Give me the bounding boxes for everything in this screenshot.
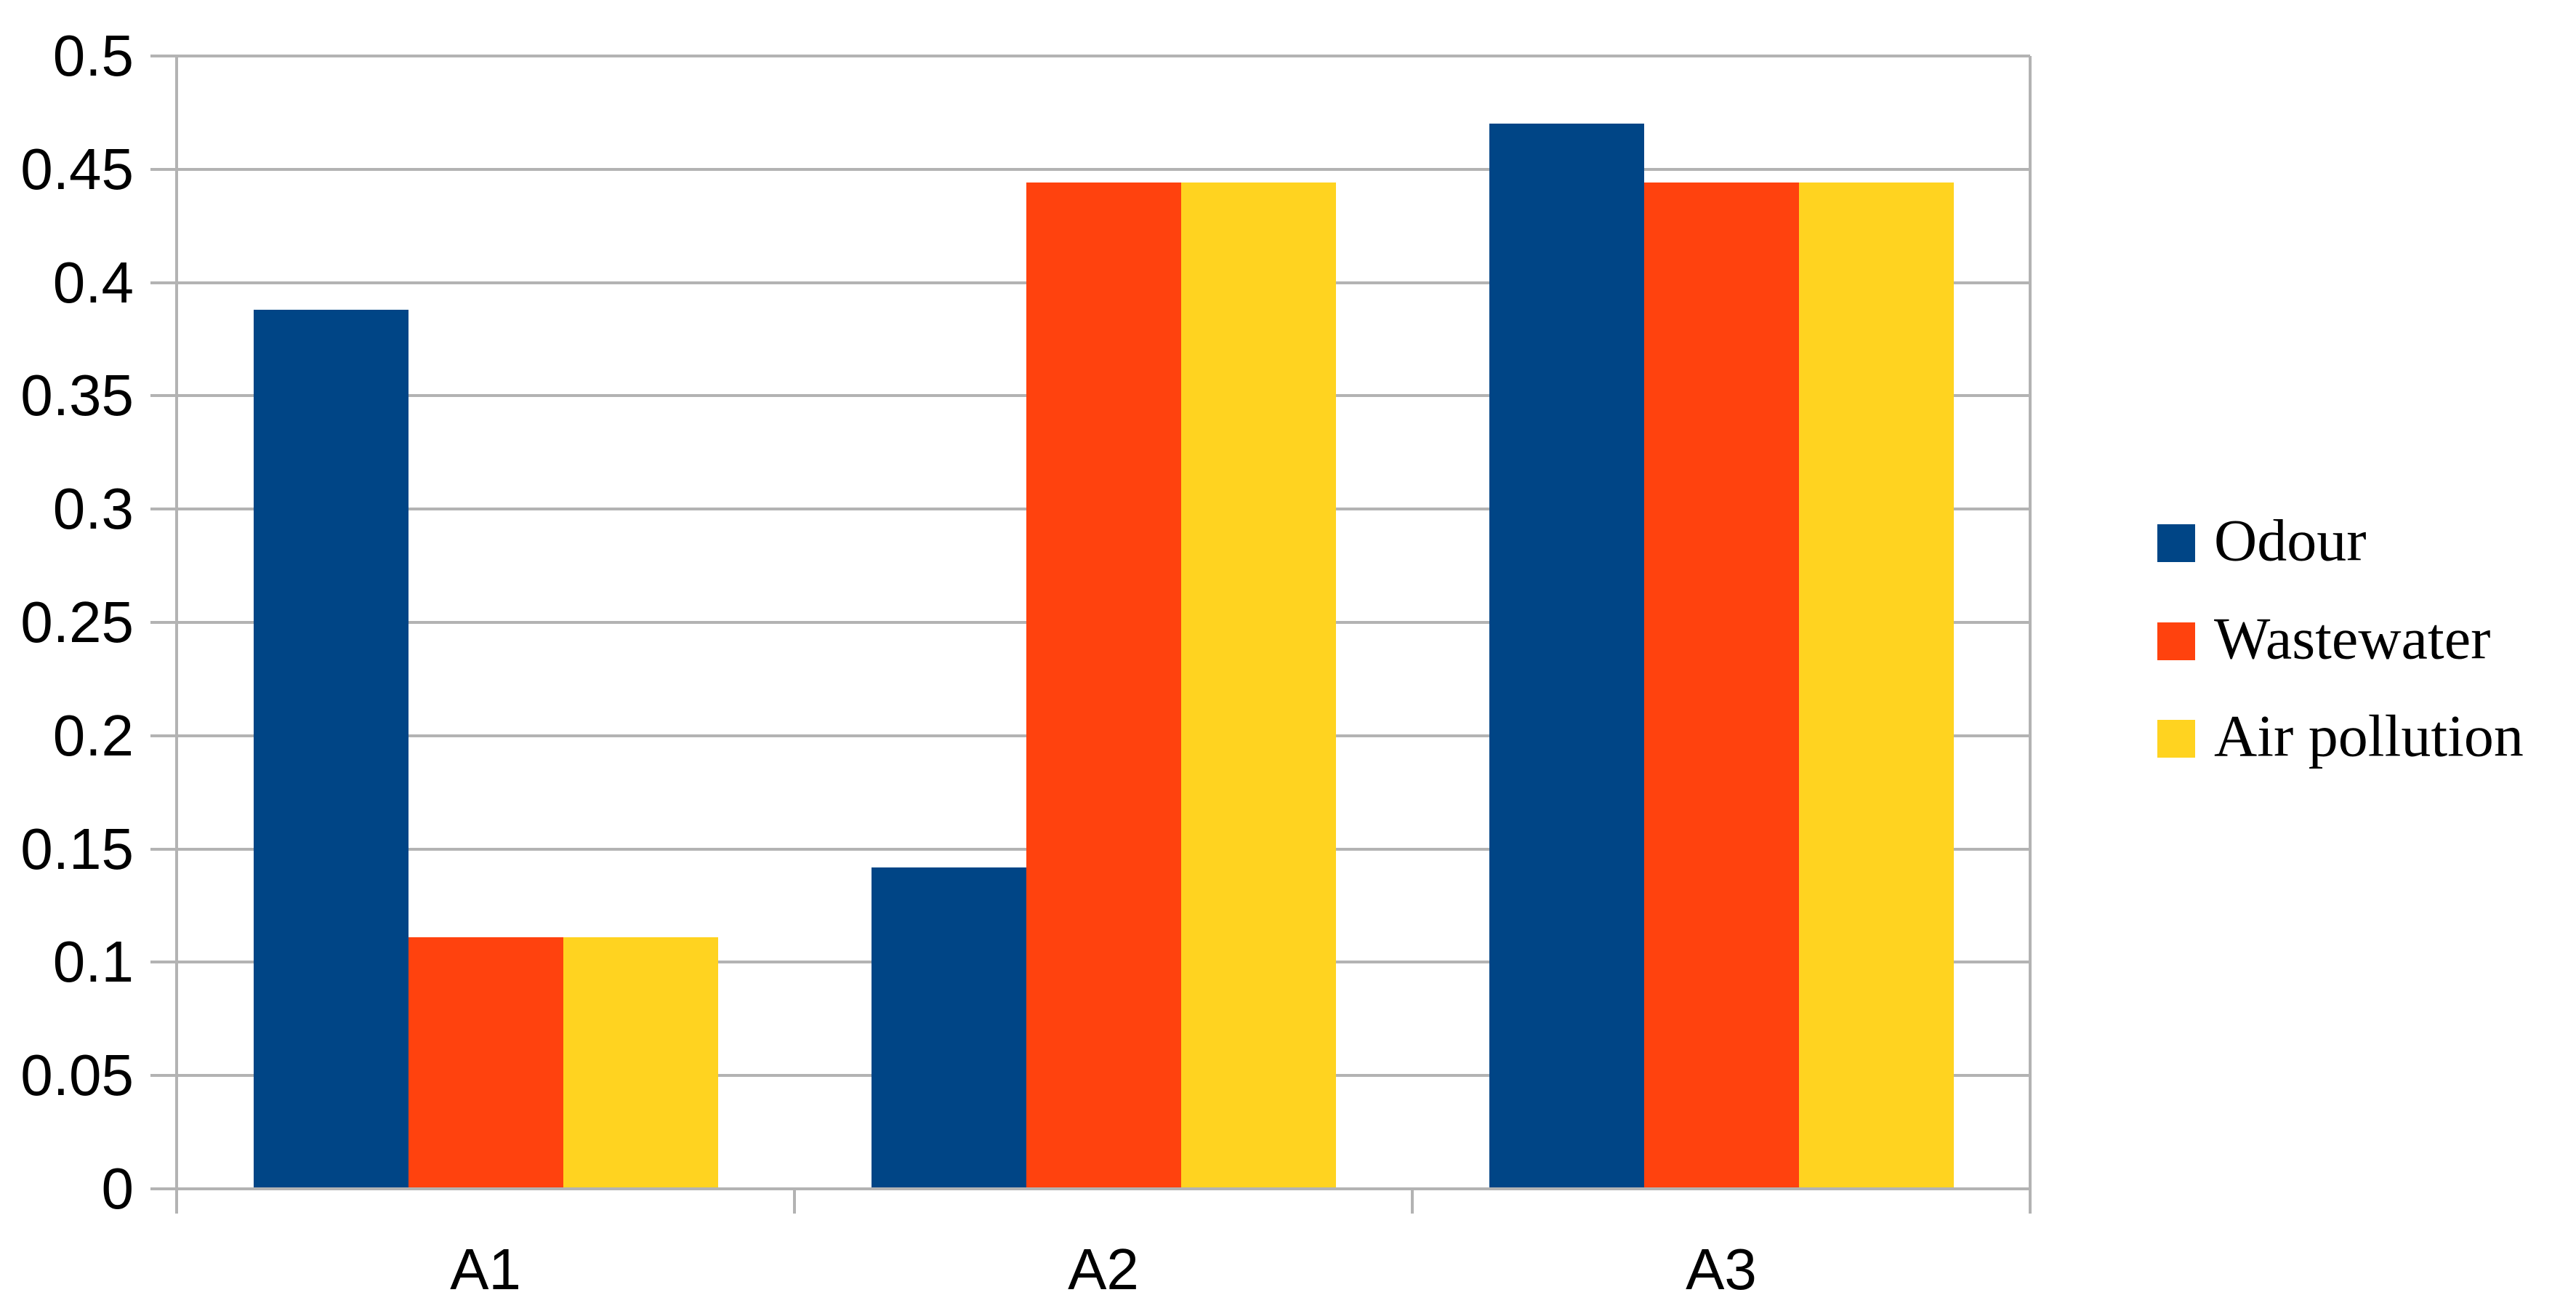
- legend-label-wastewater: Wastewater: [2214, 605, 2491, 672]
- x-axis-tick: [793, 1189, 796, 1214]
- legend-item-wastewater: Wastewater: [2157, 609, 2564, 668]
- y-axis-tick-label: 0.35: [20, 363, 134, 428]
- x-axis-tick: [175, 1189, 178, 1214]
- legend-label-odour: Odour: [2214, 507, 2367, 574]
- y-axis-tick-label: 0.5: [52, 23, 134, 88]
- x-axis-line: [150, 1187, 2032, 1190]
- bar-odour-a2: [871, 867, 1026, 1189]
- y-axis-tick-label: 0.2: [52, 702, 134, 768]
- y-axis-tick-label: 0.4: [52, 249, 134, 315]
- x-axis-category-label: A3: [1686, 1237, 1757, 1302]
- legend-swatch-wastewater-icon: [2157, 622, 2195, 660]
- y-axis-line: [175, 56, 178, 1214]
- legend-label-air-pollution: Air pollution: [2214, 702, 2524, 769]
- legend-item-odour: Odour: [2157, 510, 2564, 570]
- plot-right-border: [2029, 56, 2032, 1214]
- legend: Odour Wastewater Air pollution: [2157, 510, 2564, 766]
- y-axis-tick-label: 0.1: [52, 929, 134, 995]
- y-axis-tick-label: 0.05: [20, 1043, 134, 1108]
- legend-swatch-odour-icon: [2157, 524, 2195, 562]
- bar-odour-a3: [1489, 124, 1644, 1189]
- bar-air-pollution-a2: [1180, 183, 1336, 1189]
- y-axis-tick-label: 0.3: [52, 476, 134, 542]
- y-axis-tick-label: 0: [101, 1156, 134, 1221]
- y-axis-tick-label: 0.25: [20, 590, 134, 654]
- bar-wastewater-a2: [1026, 183, 1181, 1189]
- bar-wastewater-a3: [1643, 183, 1799, 1189]
- bar-odour-a1: [253, 309, 408, 1189]
- y-gridline: [150, 167, 2030, 171]
- y-gridline: [150, 55, 2030, 57]
- bar-wastewater-a1: [408, 937, 563, 1189]
- x-axis-tick: [2029, 1189, 2032, 1214]
- x-axis-category-label: A1: [450, 1237, 521, 1302]
- y-axis-tick-label: 0.45: [20, 136, 134, 201]
- legend-item-air-pollution: Air pollution: [2157, 706, 2564, 766]
- x-axis-category-label: A2: [1068, 1237, 1139, 1302]
- bar-air-pollution-a3: [1798, 183, 1954, 1189]
- x-axis-tick: [1411, 1189, 1414, 1214]
- legend-swatch-air-pollution-icon: [2157, 720, 2195, 758]
- bar-air-pollution-a1: [563, 937, 718, 1189]
- y-axis-tick-label: 0.15: [20, 816, 134, 881]
